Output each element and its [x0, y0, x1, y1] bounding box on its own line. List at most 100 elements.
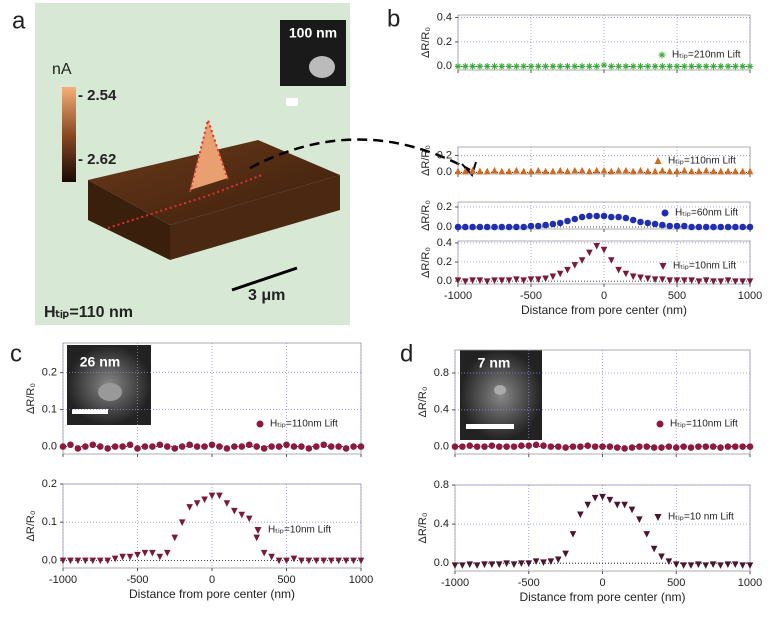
- marker: [732, 223, 739, 231]
- marker: [473, 562, 481, 569]
- marker: [481, 561, 488, 568]
- marker: [483, 167, 491, 175]
- marker: [739, 63, 746, 70]
- marker: [571, 166, 579, 174]
- marker: [717, 167, 725, 175]
- marker: [621, 445, 628, 452]
- marker: [254, 527, 262, 534]
- marker: [562, 444, 569, 451]
- y-axis-label: ΔR/R₀: [420, 27, 432, 58]
- y-tick-label: 0.1: [42, 516, 57, 528]
- marker: [695, 278, 703, 285]
- marker: [216, 443, 223, 450]
- y-tick-label: 0.2: [437, 36, 452, 48]
- marker: [656, 420, 664, 428]
- marker: [673, 222, 681, 230]
- marker: [527, 63, 535, 70]
- inset-label: 26 nm: [80, 354, 120, 370]
- marker: [599, 443, 606, 450]
- marker: [710, 278, 717, 285]
- x-tick-label: -1000: [441, 577, 469, 589]
- x-tick-label: 0: [209, 574, 215, 586]
- marker: [547, 558, 555, 566]
- marker: [342, 557, 350, 565]
- marker: [462, 63, 469, 70]
- marker: [746, 443, 754, 450]
- surface-front-left: [88, 180, 170, 260]
- marker: [335, 557, 342, 565]
- marker: [643, 531, 651, 538]
- marker: [466, 442, 474, 450]
- marker: [661, 209, 669, 217]
- marker: [510, 561, 518, 568]
- marker: [658, 444, 665, 451]
- marker: [651, 63, 659, 70]
- marker: [746, 63, 754, 70]
- marker: [275, 443, 283, 450]
- marker: [702, 223, 710, 231]
- marker: [593, 63, 600, 70]
- marker: [505, 63, 513, 70]
- marker: [637, 218, 644, 226]
- marker: [503, 560, 510, 567]
- marker: [520, 63, 527, 70]
- marker: [615, 63, 622, 70]
- pore: [309, 56, 335, 78]
- marker: [622, 270, 630, 278]
- marker: [498, 63, 506, 70]
- x-tick-label: -1000: [444, 290, 472, 302]
- marker: [525, 442, 533, 450]
- marker: [688, 63, 695, 70]
- marker: [746, 223, 754, 231]
- marker: [606, 496, 614, 504]
- marker: [702, 166, 710, 174]
- marker: [681, 277, 688, 284]
- y-axis-label: ΔR/R₀: [417, 387, 429, 418]
- marker: [462, 223, 469, 231]
- marker: [305, 445, 313, 452]
- marker: [569, 531, 577, 538]
- marker: [491, 166, 498, 174]
- marker: [628, 506, 636, 514]
- marker: [724, 167, 732, 175]
- marker: [525, 560, 533, 567]
- marker: [476, 63, 484, 70]
- marker: [613, 501, 621, 509]
- x-tick-label: 0: [599, 577, 605, 589]
- legend-label: Hₜᵢₚ=60nm Lift: [675, 208, 738, 219]
- marker: [549, 63, 557, 70]
- marker: [476, 167, 484, 175]
- colorbar-label: - 2.54: [78, 87, 117, 104]
- x-tick-label: -500: [126, 574, 148, 586]
- inset-label: 7 nm: [478, 355, 511, 371]
- marker: [549, 273, 557, 281]
- marker: [491, 223, 498, 231]
- marker: [532, 558, 540, 566]
- marker: [666, 222, 673, 230]
- marker: [615, 213, 622, 221]
- marker: [542, 221, 549, 229]
- marker: [350, 443, 357, 450]
- legend-label: Hₜᵢₚ=110nm Lift: [670, 419, 738, 430]
- marker: [223, 500, 231, 507]
- marker: [104, 445, 111, 452]
- marker: [186, 441, 193, 449]
- marker: [593, 242, 600, 250]
- marker: [488, 561, 496, 568]
- marker: [571, 215, 579, 223]
- marker: [156, 553, 164, 561]
- marker: [724, 223, 732, 231]
- marker: [739, 443, 746, 450]
- marker: [451, 562, 459, 569]
- marker: [253, 534, 260, 542]
- marker: [650, 444, 658, 451]
- surface-peak: [190, 120, 228, 190]
- y-tick-label: 0.4: [437, 237, 452, 249]
- marker: [498, 277, 506, 284]
- marker: [520, 223, 527, 231]
- marker: [600, 212, 608, 220]
- marker: [586, 167, 593, 175]
- marker: [495, 561, 503, 568]
- scale-bar: [231, 266, 298, 292]
